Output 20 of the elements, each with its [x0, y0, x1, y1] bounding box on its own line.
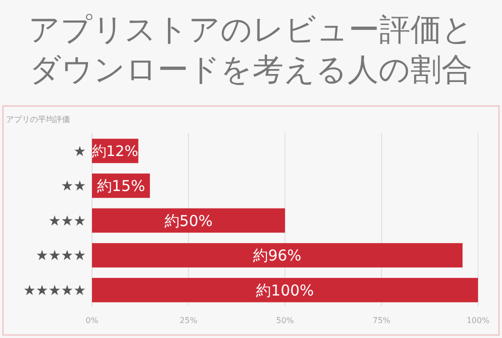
x-tick-label: 50% — [276, 316, 294, 325]
data-label: 約50% — [164, 212, 213, 230]
data-label: 約96% — [253, 246, 302, 265]
y-tick-label: ★ — [73, 144, 86, 160]
bar — [92, 243, 463, 268]
y-tick-label: ★★ — [60, 178, 86, 195]
x-tick-label: 100% — [466, 316, 490, 325]
y-axis-title: アプリの平均評価 — [6, 115, 70, 124]
data-label: 約12% — [92, 144, 138, 160]
x-tick-label: 0% — [86, 316, 99, 325]
y-tick-label: ★★★★★ — [23, 282, 86, 299]
data-label: 約15% — [96, 176, 146, 195]
x-tick-label: 75% — [372, 316, 391, 325]
y-tick-label: ★★★ — [48, 213, 86, 230]
bar — [92, 208, 285, 233]
chart-title: アプリストアのレビュー評価とダウンロードを考える人の割合 — [28, 12, 474, 88]
bar — [92, 278, 478, 302]
data-label: 約100% — [256, 281, 314, 300]
y-tick-label: ★★★★ — [36, 248, 86, 264]
x-tick-label: 25% — [180, 316, 198, 325]
